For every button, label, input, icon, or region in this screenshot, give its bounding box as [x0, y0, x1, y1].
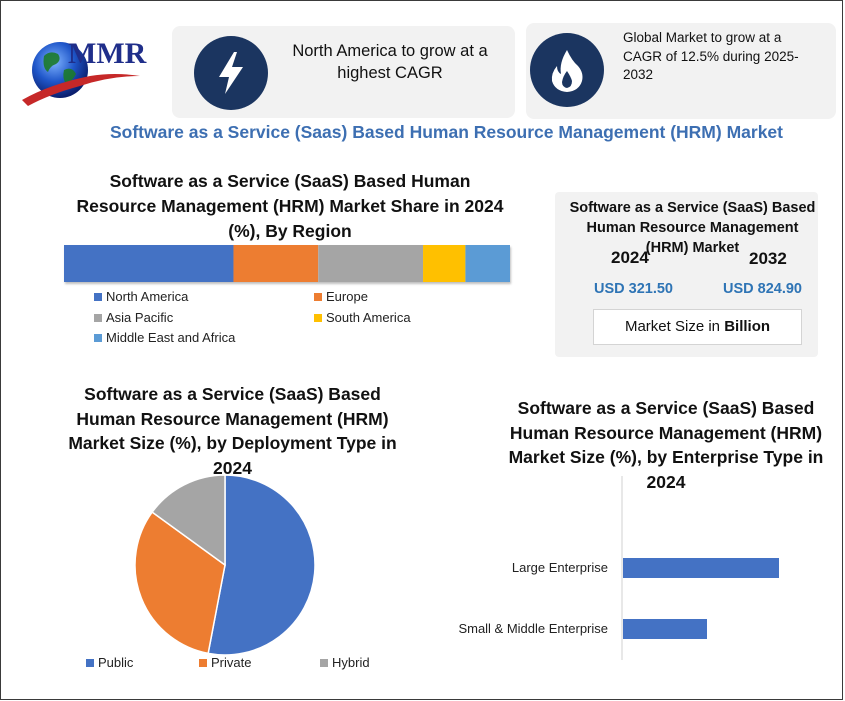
- legend-label: Europe: [326, 289, 368, 304]
- legend-label: North America: [106, 289, 189, 304]
- flame-icon: [530, 33, 604, 107]
- region-segment-asia-pacific: [318, 245, 424, 282]
- deployment-chart-title: Software as a Service (SaaS) Based Human…: [68, 384, 397, 478]
- pie-slice-private: [134, 511, 226, 655]
- region-chart-title: Software as a Service (SaaS) Based Human…: [76, 171, 504, 241]
- value-2024: USD 321.50: [594, 281, 673, 297]
- unit-bold: Billion: [724, 318, 771, 335]
- category-label-small-middle-enterprise: Small & Middle Enterprise: [458, 621, 608, 636]
- legend-swatch: [199, 659, 207, 667]
- legend-label: Hybrid: [332, 655, 370, 670]
- main-title: Software as a Service (Saas) Based Human…: [109, 122, 783, 142]
- region-segment-south-america: [423, 245, 466, 282]
- legend-item-asia-pacific: Asia Pacific: [94, 310, 173, 325]
- legend-item-north-america: North America: [94, 289, 188, 304]
- legend-swatch: [94, 314, 102, 322]
- market-size-title: Software as a Service (SaaS) Based Human…: [569, 200, 816, 256]
- legend-item-hybrid: Hybrid: [320, 655, 370, 670]
- pie-slice-public: [207, 474, 316, 656]
- region-segment-middle-east-and-africa: [465, 245, 510, 282]
- pie-slice-hybrid: [151, 474, 226, 567]
- info-box-north-america: North America to grow at a highest CAGR: [172, 26, 515, 118]
- legend-label: Asia Pacific: [106, 310, 174, 325]
- market-size-unit: Market Size in Billion: [593, 309, 802, 345]
- region-segment-europe: [233, 245, 319, 282]
- value-2032: USD 824.90: [723, 281, 802, 297]
- legend-swatch: [314, 293, 322, 301]
- legend-swatch: [314, 314, 322, 322]
- info-text-north-america: North America to grow at a highest CAGR: [292, 42, 488, 82]
- legend-item-middle-east-and-africa: Middle East and Africa: [94, 330, 235, 345]
- legend-item-public: Public: [86, 655, 133, 670]
- year-2032-label: 2032: [749, 249, 787, 268]
- enterprise-bar-chart: Large Enterprise Small & Middle Enterpris…: [458, 476, 779, 660]
- mmr-logo: [20, 36, 155, 108]
- legend-item-private: Private: [199, 655, 251, 670]
- legend-label: Public: [98, 655, 134, 670]
- deployment-pie-chart: [134, 474, 316, 656]
- legend-swatch: [320, 659, 328, 667]
- region-legend: North America Europe Asia Pacific South Ame…: [94, 289, 494, 349]
- market-size-box: Software as a Service (SaaS) Based Human…: [555, 192, 818, 357]
- year-2024-label: 2024: [611, 248, 649, 267]
- legend-label: Middle East and Africa: [106, 330, 236, 345]
- legend-swatch: [86, 659, 94, 667]
- info-box-global-cagr: Global Market to grow at a CAGR of 12.5%…: [526, 23, 836, 119]
- region-segment-north-america: [64, 245, 234, 282]
- info-text-global-cagr: Global Market to grow at a CAGR of 12.5%…: [623, 30, 799, 82]
- deployment-legend: Public Private Hybrid: [86, 655, 386, 675]
- legend-label: Private: [211, 655, 252, 670]
- region-stacked-bar: [64, 245, 510, 282]
- lightning-icon: [194, 36, 268, 110]
- logo-text: MMR: [68, 37, 147, 70]
- unit-prefix: Market Size in: [624, 318, 721, 335]
- legend-item-south-america: South America: [314, 310, 411, 325]
- legend-label: South America: [326, 310, 411, 325]
- legend-item-europe: Europe: [314, 289, 368, 304]
- bar-small-middle-enterprise: [623, 619, 707, 639]
- category-label-large-enterprise: Large Enterprise: [512, 560, 608, 575]
- legend-swatch: [94, 293, 102, 301]
- bar-large-enterprise: [623, 558, 779, 578]
- enterprise-chart-title: Software as a Service (SaaS) Based Human…: [508, 398, 824, 492]
- legend-swatch: [94, 334, 102, 342]
